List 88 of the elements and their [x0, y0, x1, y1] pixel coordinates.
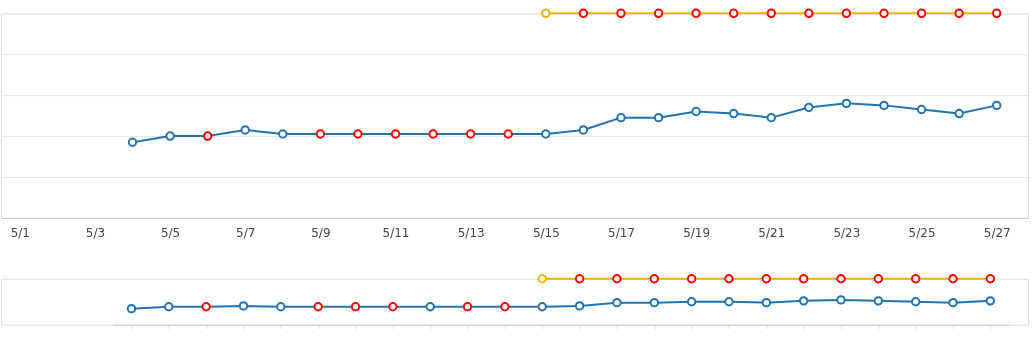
- point: [686, 297, 697, 307]
- point: [653, 112, 664, 123]
- point: [798, 296, 809, 306]
- point: [350, 302, 361, 312]
- point: [462, 302, 473, 312]
- point: [910, 274, 921, 284]
- point: [985, 296, 996, 306]
- point: [574, 274, 585, 284]
- point: [578, 125, 589, 135]
- x-tick-label: 5/19: [683, 226, 711, 241]
- x-tick-label: 5/17: [608, 226, 635, 241]
- point: [841, 98, 852, 109]
- point: [804, 8, 814, 18]
- point: [390, 129, 401, 139]
- point: [766, 112, 776, 123]
- point: [353, 129, 363, 139]
- point: [804, 102, 814, 113]
- point: [948, 274, 958, 284]
- x-tick-label: 5/25: [908, 226, 936, 241]
- x-tick-label: 5/23: [833, 226, 861, 241]
- point: [985, 274, 996, 284]
- x-tick-label: 5/7: [236, 226, 256, 241]
- point: [240, 125, 250, 135]
- point: [916, 8, 927, 18]
- point: [428, 129, 438, 139]
- point: [761, 274, 772, 284]
- point: [761, 297, 772, 308]
- x-tick-label: 5/1: [10, 226, 30, 241]
- point: [653, 8, 664, 18]
- point: [126, 303, 137, 314]
- point: [954, 108, 964, 119]
- point: [276, 302, 286, 312]
- point: [836, 295, 846, 305]
- point: [873, 296, 884, 306]
- x-tick-label: 5/13: [457, 226, 485, 241]
- point: [202, 131, 213, 141]
- point: [616, 112, 626, 123]
- point: [541, 129, 551, 139]
- point: [916, 104, 927, 115]
- point: [873, 274, 884, 284]
- point: [798, 274, 809, 284]
- point: [238, 301, 249, 311]
- point: [691, 106, 701, 117]
- point: [541, 8, 551, 18]
- point: [537, 302, 547, 312]
- point: [500, 302, 510, 312]
- point: [313, 302, 323, 312]
- x-tick-label: 5/21: [758, 226, 786, 241]
- point: [992, 8, 1002, 18]
- x-tick-label: 5/15: [532, 226, 560, 241]
- point: [127, 137, 138, 147]
- x-tick-label: 5/11: [382, 226, 410, 241]
- point: [537, 274, 547, 284]
- point: [686, 274, 697, 284]
- point: [879, 100, 889, 111]
- x-tick-label: 5/5: [160, 226, 181, 241]
- point: [165, 131, 175, 141]
- x-tick-label: 5/9: [311, 226, 331, 241]
- point: [836, 274, 846, 284]
- point: [728, 108, 739, 119]
- point: [724, 274, 734, 284]
- point: [574, 301, 585, 311]
- point: [948, 297, 958, 308]
- point: [649, 274, 659, 284]
- point: [164, 302, 174, 312]
- point: [201, 302, 211, 312]
- point: [578, 8, 589, 18]
- point: [278, 129, 288, 139]
- point: [879, 8, 889, 18]
- point: [616, 8, 626, 18]
- point: [728, 8, 739, 18]
- point: [465, 129, 476, 139]
- point: [691, 8, 701, 18]
- point: [649, 297, 659, 308]
- point: [992, 100, 1002, 111]
- x-tick-label: 5/27: [983, 226, 1011, 241]
- point: [612, 274, 622, 284]
- point: [388, 302, 398, 312]
- point: [503, 129, 513, 139]
- point: [425, 302, 435, 312]
- point: [315, 129, 326, 139]
- point: [841, 8, 852, 18]
- point: [612, 297, 622, 308]
- point: [766, 8, 776, 18]
- point: [910, 297, 921, 307]
- point: [954, 8, 964, 18]
- point: [724, 297, 734, 307]
- x-tick-label: 5/3: [85, 226, 106, 241]
